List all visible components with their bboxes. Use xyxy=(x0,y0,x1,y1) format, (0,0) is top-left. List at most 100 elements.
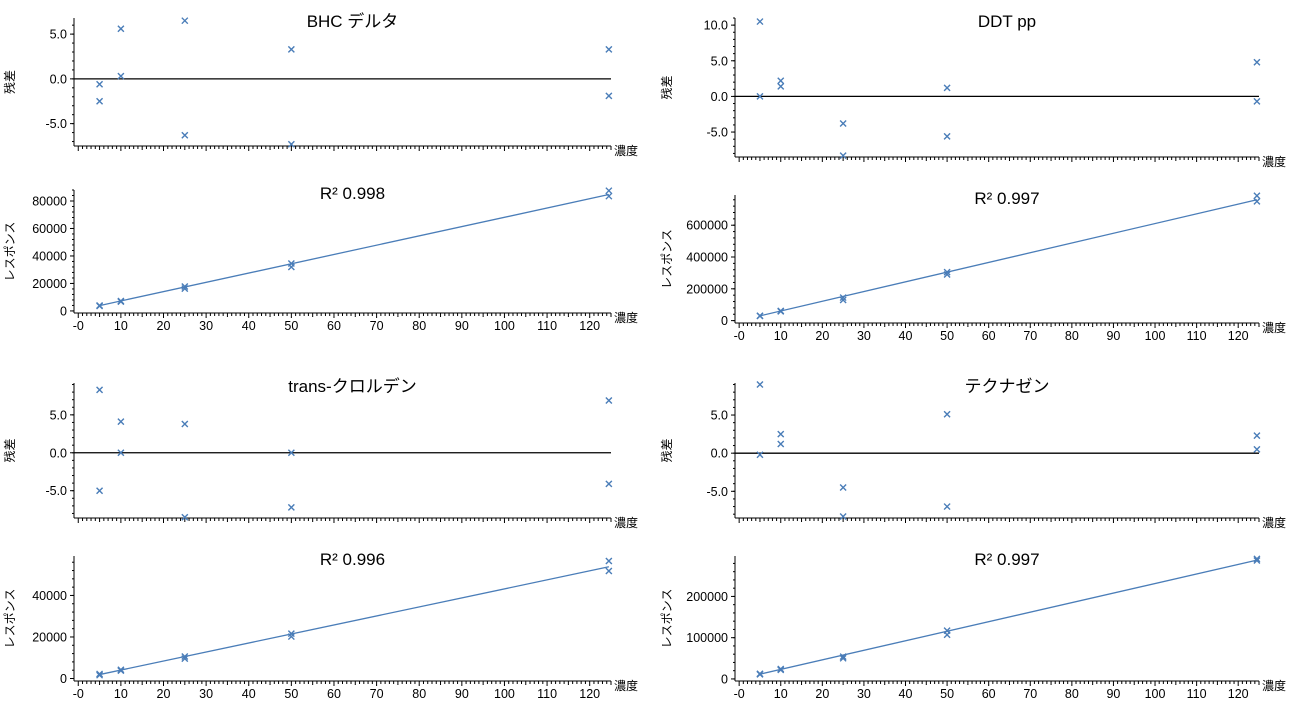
x-axis-ticks xyxy=(738,157,1260,162)
x-tick-label: 90 xyxy=(455,687,469,701)
calibration-plot: -0 10 20 30 40 50 60 70 80 90 100 110 120 0 20000 40000… xyxy=(3,550,638,701)
y-tick-label: -5.0 xyxy=(706,126,728,140)
data-point xyxy=(605,192,613,200)
data-point xyxy=(181,131,189,139)
data-point xyxy=(605,557,613,565)
x-tick-label: 120 xyxy=(1228,329,1249,343)
data-point xyxy=(96,386,104,394)
data-point xyxy=(756,381,764,389)
y-tick-label: 20000 xyxy=(32,277,67,291)
data-point xyxy=(287,45,295,53)
y-tick-label: 40000 xyxy=(32,589,67,603)
chart-title: trans-クロルデン xyxy=(288,376,416,396)
y-tick-label: 10.0 xyxy=(704,19,728,33)
y-tick-label: 600000 xyxy=(686,219,728,233)
x-tick-label: 70 xyxy=(1023,687,1037,701)
y-tick-label: 0.0 xyxy=(711,90,728,104)
data-point xyxy=(756,312,764,320)
x-tick-label: 20 xyxy=(157,319,171,333)
data-point xyxy=(839,152,847,160)
y-axis-label: 残差 xyxy=(3,70,17,94)
x-tick-label: 50 xyxy=(940,329,954,343)
data-point xyxy=(96,670,104,678)
x-axis-ticks xyxy=(77,518,612,523)
data-point xyxy=(839,654,847,662)
x-tick-label: 50 xyxy=(940,687,954,701)
data-point xyxy=(1253,197,1261,205)
data-point xyxy=(756,18,764,26)
data-point xyxy=(756,92,764,100)
x-tick-label: 30 xyxy=(199,687,213,701)
data-point xyxy=(181,420,189,428)
x-tick-label: 90 xyxy=(1106,329,1120,343)
x-tick-label: 40 xyxy=(899,329,913,343)
x-tick-label: 110 xyxy=(1187,687,1207,701)
x-tick-label: 60 xyxy=(327,319,341,333)
data-point xyxy=(943,268,951,276)
data-point xyxy=(181,285,189,293)
data-point xyxy=(117,666,125,674)
chart-title: テクナゼン xyxy=(965,377,1050,396)
data-point xyxy=(1253,445,1261,453)
x-tick-label: 30 xyxy=(857,329,871,343)
data-point xyxy=(605,92,613,100)
x-tick-label: 100 xyxy=(494,687,515,701)
y-tick-label: 0.0 xyxy=(711,447,728,461)
x-tick-label: 120 xyxy=(1228,687,1249,701)
y-axis-label: レスポンス xyxy=(3,222,17,282)
x-axis-ticks xyxy=(77,681,612,686)
data-point xyxy=(777,430,785,438)
y-tick-label: 0 xyxy=(721,672,728,686)
data-point xyxy=(287,140,295,148)
data-point xyxy=(777,82,785,90)
x-tick-label: 120 xyxy=(579,319,600,333)
x-tick-label: 60 xyxy=(327,687,341,701)
x-tick-label: 10 xyxy=(114,687,128,701)
data-point xyxy=(287,503,295,511)
data-point xyxy=(839,653,847,661)
x-tick-label: 100 xyxy=(1145,329,1166,343)
data-point xyxy=(839,512,847,520)
x-tick-label: 60 xyxy=(982,687,996,701)
data-point xyxy=(1253,555,1261,563)
x-tick-label: 10 xyxy=(114,319,128,333)
x-tick-label: 70 xyxy=(370,687,384,701)
data-point xyxy=(117,449,125,457)
x-tick-label: 40 xyxy=(242,687,256,701)
residual-plot: 10.0 5.0 0.0 -5.0 DDT pp 濃度 残差 xyxy=(660,12,1286,169)
data-point xyxy=(943,271,951,278)
x-axis-label: 濃度 xyxy=(614,310,638,325)
y-axis-label: レスポンス xyxy=(660,229,674,289)
data-point xyxy=(96,80,104,88)
y-axis-label: 残差 xyxy=(660,438,674,462)
chart-title: R² 0.998 xyxy=(320,184,385,203)
x-tick-label: 80 xyxy=(1065,329,1079,343)
y-tick-label: 200000 xyxy=(686,282,728,296)
x-axis-ticks xyxy=(738,518,1260,523)
data-point xyxy=(117,25,125,33)
x-axis-label: 濃度 xyxy=(1262,515,1286,530)
x-tick-label: 80 xyxy=(412,687,426,701)
data-point xyxy=(181,513,189,521)
x-tick-label: -0 xyxy=(73,687,84,701)
calibration-plot: -0 10 20 30 40 50 60 70 80 90 100 110 120 0 100000 2000… xyxy=(660,550,1286,701)
x-axis-ticks xyxy=(77,146,612,151)
y-tick-label: 5.0 xyxy=(50,28,67,42)
y-tick-label: 40000 xyxy=(32,249,67,263)
y-axis-label: 残差 xyxy=(660,75,674,99)
y-tick-label: 80000 xyxy=(32,194,67,208)
x-tick-label: 10 xyxy=(774,687,788,701)
x-tick-label: 120 xyxy=(579,687,600,701)
x-tick-label: 80 xyxy=(412,319,426,333)
y-axis-label: レスポンス xyxy=(660,589,674,649)
x-axis-label: 濃度 xyxy=(1262,154,1286,169)
x-tick-label: 70 xyxy=(1023,329,1037,343)
x-axis-label: 濃度 xyxy=(614,143,638,158)
y-tick-label: 400000 xyxy=(686,251,728,265)
x-tick-label: 90 xyxy=(1106,687,1120,701)
data-point xyxy=(1253,192,1261,200)
